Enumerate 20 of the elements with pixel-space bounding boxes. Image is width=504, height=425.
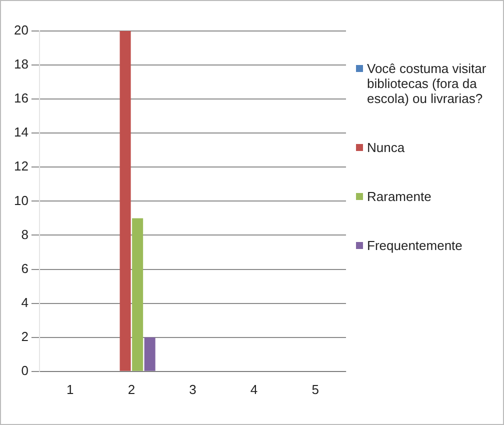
- y-tick-label: 8: [21, 226, 28, 242]
- y-tick-label: 16: [14, 90, 28, 106]
- x-tick-label: 3: [189, 382, 196, 397]
- y-tick-label: 6: [21, 260, 28, 276]
- y-tick-label: 12: [14, 158, 28, 174]
- y-tick-label: 0: [21, 362, 28, 378]
- y-tick-label: 2: [21, 328, 28, 344]
- legend-label: Frequentemente: [367, 238, 462, 253]
- y-tick-label: 14: [14, 124, 28, 140]
- x-tick-label: 4: [250, 382, 258, 397]
- x-tick-label: 2: [128, 382, 136, 397]
- x-tick-label: 1: [66, 382, 74, 397]
- legend-label: Raramente: [367, 189, 432, 204]
- legend-label: Você costuma visitar bibliotecas (fora da escola) ou livrarias?: [367, 61, 488, 106]
- x-tick-label: 5: [312, 382, 319, 397]
- y-tick-label: 4: [21, 294, 28, 310]
- y-tick-label: 18: [14, 56, 28, 72]
- y-tick-label: 10: [14, 192, 28, 208]
- legend-label: Nunca: [367, 140, 405, 155]
- y-tick-label: 20: [14, 22, 28, 38]
